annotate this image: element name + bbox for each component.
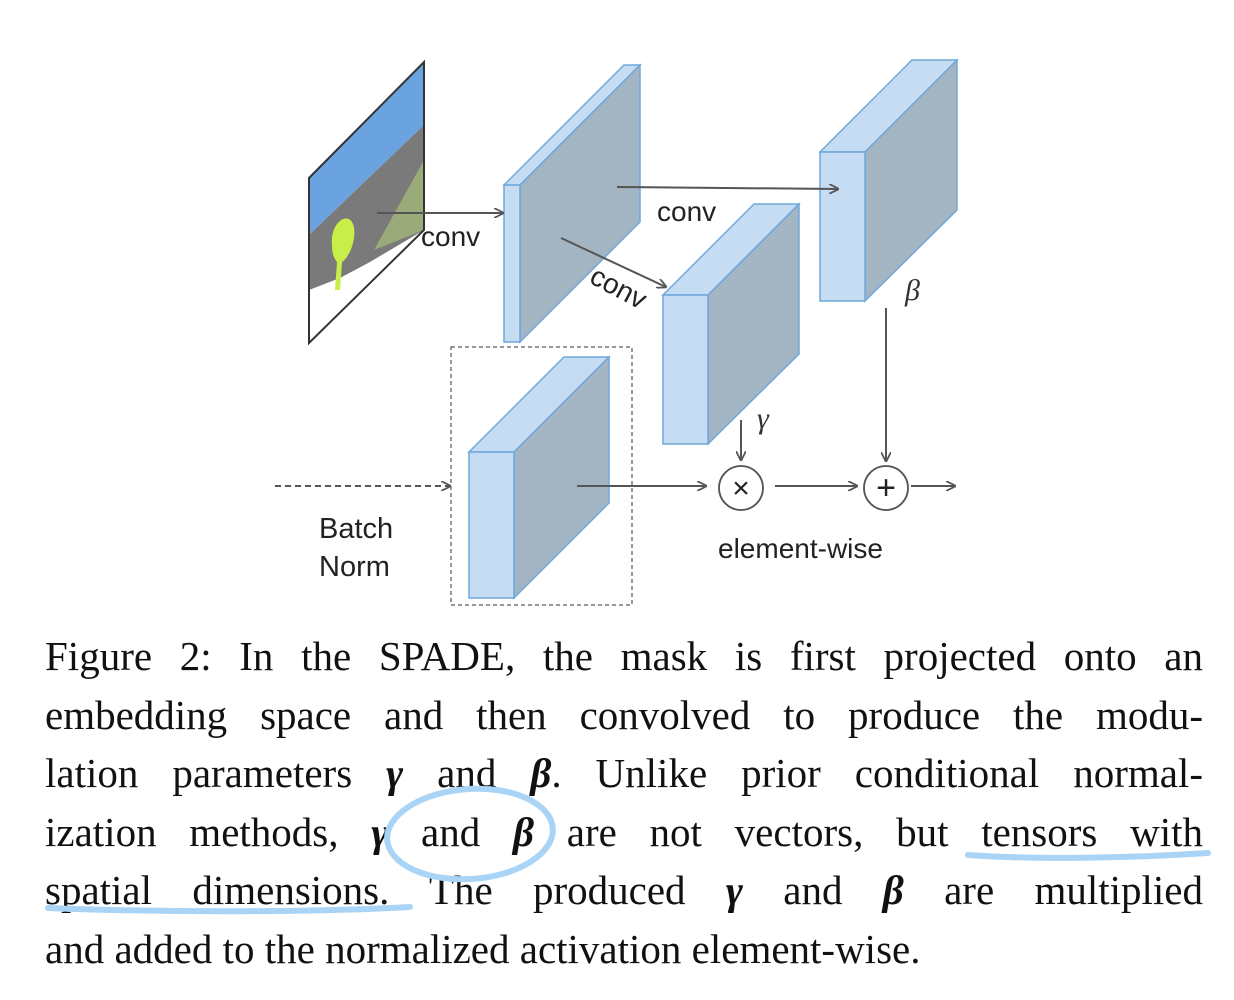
gamma-symbol: γ — [725, 867, 743, 913]
segmentation-mask-image — [308, 59, 425, 346]
caption-line-5: spatial dimensions. The produced γ and β… — [45, 861, 1203, 920]
figure-caption: Figure 2: In the SPADE, the mask is firs… — [45, 627, 1203, 978]
beta-symbol: β — [530, 750, 552, 796]
caption-line-2: embedding space and then convolved to pr… — [45, 691, 1203, 738]
caption-text: ization methods, — [45, 808, 372, 855]
beta-symbol: β — [513, 808, 535, 855]
add-operator — [863, 465, 909, 511]
normalized-activation-block — [467, 355, 611, 600]
batch-norm-box — [450, 346, 633, 606]
batch-norm-label-line1: Batch — [319, 513, 393, 545]
caption-line-4: ization methods, γ and β are not vectors… — [45, 803, 1203, 862]
caption-text: lation parameters — [45, 750, 387, 796]
caption-line-1: Figure 2: In the SPADE, the mask is firs… — [45, 633, 1203, 679]
caption-text: spatial dimensions. The produced — [45, 867, 726, 913]
gamma-symbol: γ — [386, 750, 404, 796]
caption-text: and — [742, 867, 883, 913]
add-symbol: + — [876, 469, 896, 507]
conv-label-diagonal: conv — [585, 260, 652, 315]
caption-text: are not vectors, but tensors with — [534, 808, 1203, 855]
spade-diagram: × + conv conv conv β γ Batch Norm elemen… — [275, 58, 959, 606]
caption-text: are multiplied — [903, 867, 1204, 913]
caption-line-3: lation parameters γ and β. Unlike prior … — [45, 744, 1203, 803]
beta-feature-block — [818, 58, 959, 303]
gamma-symbol: γ — [371, 808, 389, 855]
beta-symbol: β — [882, 867, 904, 913]
beta-label: β — [904, 274, 920, 307]
embedding-to-beta-arrow — [616, 187, 838, 189]
caption-text: . Unlike prior conditional normal- — [551, 750, 1203, 796]
multiply-symbol: × — [732, 472, 750, 505]
embedding-to-gamma-arrow — [560, 237, 666, 287]
gamma-feature-block — [661, 202, 801, 446]
conv-label-top: conv — [657, 196, 716, 227]
gamma-label: γ — [757, 402, 770, 435]
caption-text: and — [403, 750, 531, 796]
conv-label-left: conv — [421, 221, 480, 252]
multiply-operator — [718, 465, 764, 511]
caption-text: and — [388, 808, 513, 855]
batch-norm-label-line2: Norm — [319, 551, 390, 583]
element-wise-label: element-wise — [718, 533, 883, 564]
embedding-feature-block — [502, 63, 642, 344]
caption-line-6: and added to the normalized activation e… — [45, 925, 921, 972]
